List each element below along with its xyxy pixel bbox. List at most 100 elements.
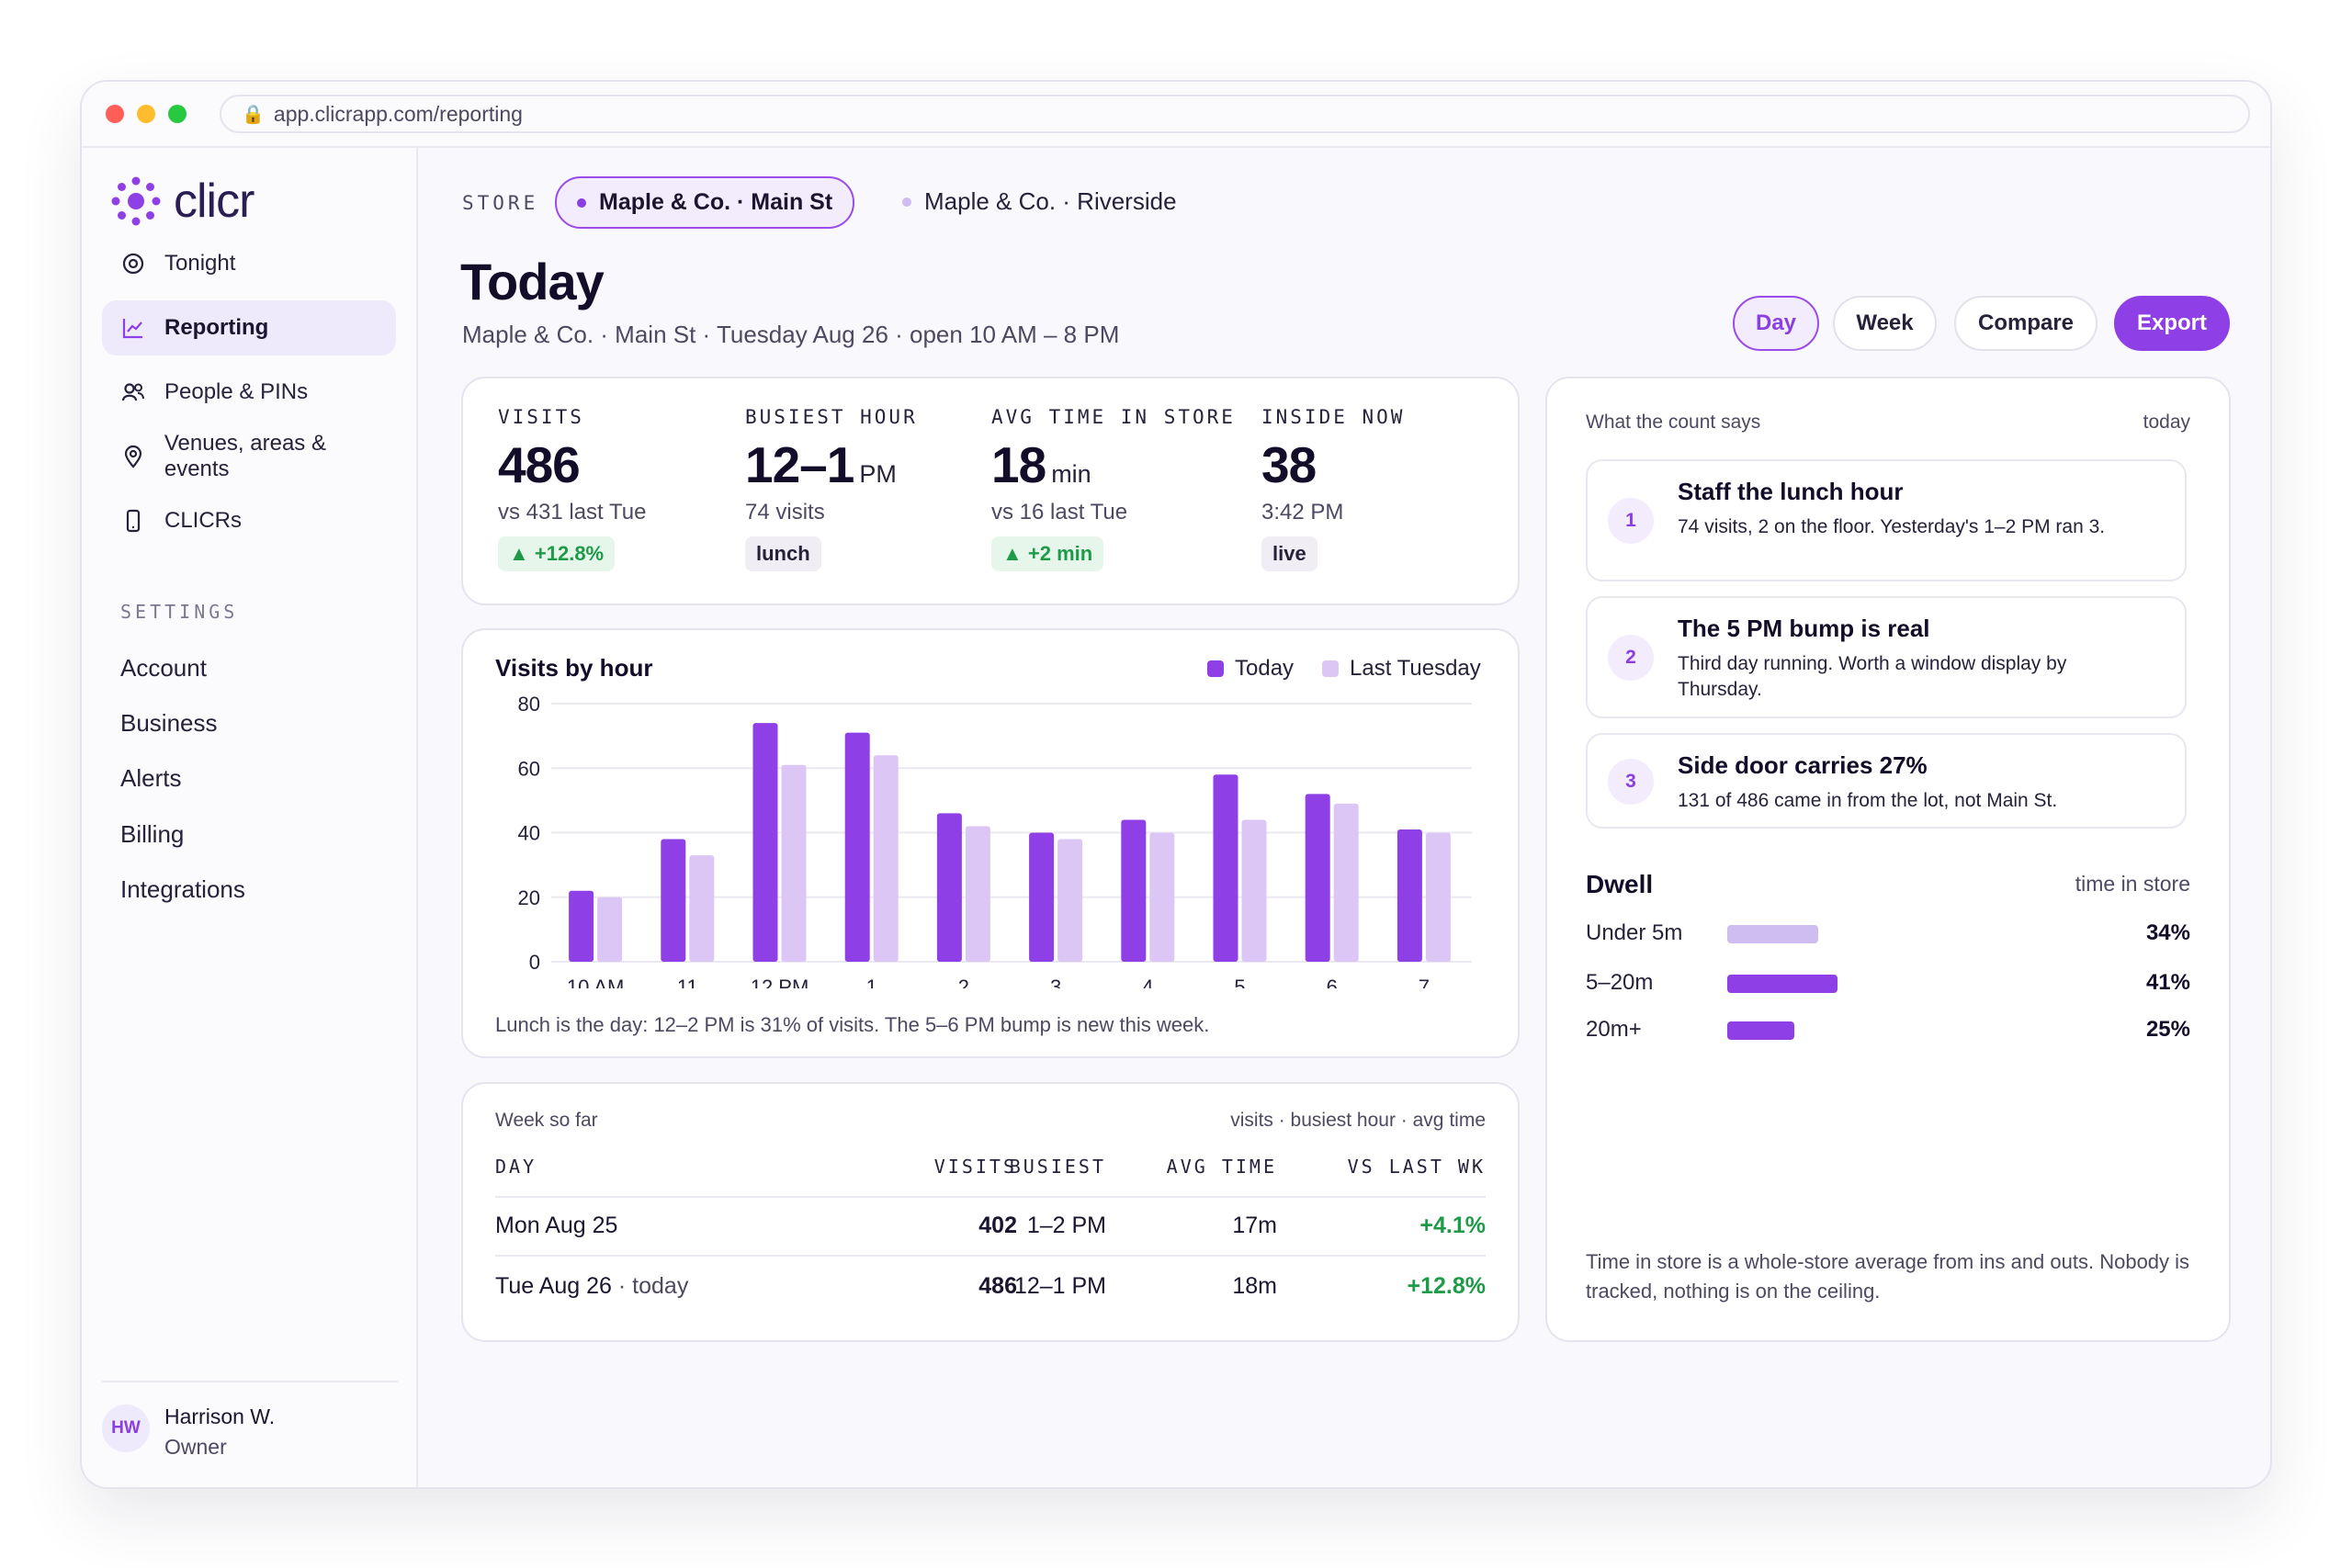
- url-text: app.clicrapp.com/reporting: [273, 101, 523, 126]
- lock-icon: 🔒: [242, 104, 265, 125]
- chart-footnote: Lunch is the day: 12–2 PM is 31% of visi…: [495, 1013, 1210, 1036]
- table-subtitle: visits · busiest hour · avg time: [1230, 1110, 1486, 1131]
- column-header-visits: VISITS: [933, 1156, 1017, 1178]
- stat-badge: live: [1261, 536, 1317, 571]
- y-tick-label: 0: [529, 951, 540, 974]
- stat-comparison: 3:42 PM: [1261, 500, 1344, 525]
- bar-last-tuesday: [965, 826, 990, 962]
- insights-panel: What the count says today 1 Staff the lu…: [1545, 377, 2231, 1342]
- y-tick-label: 20: [518, 886, 540, 909]
- period-day-button[interactable]: Day: [1733, 296, 1819, 351]
- brand-logo[interactable]: clicr: [109, 174, 254, 229]
- address-bar[interactable]: 🔒 app.clicrapp.com/reporting: [220, 95, 2250, 133]
- bar-today: [844, 732, 870, 962]
- cell-avg-time: 18m: [1232, 1273, 1277, 1299]
- bar-last-tuesday: [1149, 832, 1175, 962]
- sidebar-item-venues[interactable]: Venues, areas & events: [102, 429, 396, 484]
- insights-period: today: [2143, 412, 2190, 433]
- x-tick-label: 4: [1142, 976, 1153, 988]
- dwell-label: 5–20m: [1586, 970, 1654, 995]
- stat-comparison: 74 visits: [745, 500, 825, 525]
- clicr-logo-icon: [111, 176, 161, 226]
- week-table-card: Week so far visits · busiest hour · avg …: [461, 1082, 1520, 1342]
- stat-value: 38: [1261, 436, 1317, 493]
- dwell-bar-track: [1727, 975, 1957, 993]
- bar-last-tuesday: [1241, 819, 1267, 962]
- settings-item-business[interactable]: Business: [120, 709, 218, 737]
- sidebar-item-clicrs[interactable]: CLICRs: [102, 493, 396, 548]
- column-header-busiest: BUSIEST: [1009, 1156, 1106, 1178]
- visits-chart-card: Visits by hour Today Last Tuesday 0 20 40 6…: [461, 628, 1520, 1058]
- insight-title: Side door carries 27%: [1678, 751, 1928, 779]
- x-tick-label: 10 AM: [567, 976, 624, 988]
- device-icon: [120, 508, 146, 534]
- store-option-main-st[interactable]: Maple & Co. · Main St: [555, 176, 855, 229]
- column-header-vs-last-week: VS LAST WK: [1347, 1156, 1486, 1178]
- dwell-label: Under 5m: [1586, 920, 1683, 945]
- x-tick-label: 3: [1050, 976, 1061, 988]
- x-tick-label: 6: [1327, 976, 1338, 988]
- store-label: STORE: [462, 192, 539, 214]
- cell-busiest: 12–1 PM: [1013, 1273, 1106, 1299]
- insight-title: Staff the lunch hour: [1678, 478, 1904, 505]
- browser-titlebar: 🔒 app.clicrapp.com/reporting: [82, 82, 2270, 148]
- settings-item-alerts[interactable]: Alerts: [120, 764, 182, 792]
- stats-card: VISITS 486 vs 431 last Tue ▲ +12.8% BUSI…: [461, 377, 1520, 605]
- period-compare-button[interactable]: Compare: [1954, 296, 2098, 351]
- table-title: Week so far: [495, 1110, 598, 1131]
- insight-card[interactable]: 2 The 5 PM bump is real Third day runnin…: [1586, 596, 2187, 718]
- stat-comparison: vs 16 last Tue: [991, 500, 1128, 525]
- sidebar-item-tonight[interactable]: Tonight: [102, 236, 396, 291]
- insight-card[interactable]: 1 Staff the lunch hour 74 visits, 2 on t…: [1586, 459, 2187, 581]
- people-icon: [120, 379, 146, 405]
- stat-badge: ▲ +2 min: [991, 536, 1104, 571]
- sidebar-item-reporting[interactable]: Reporting: [102, 300, 396, 355]
- dwell-value: 25%: [2145, 1017, 2190, 1042]
- dwell-footnote: Time in store is a whole-store average f…: [1586, 1250, 2190, 1303]
- store-option-label: Maple & Co. · Main St: [599, 189, 833, 215]
- table-divider: [495, 1255, 1486, 1257]
- stat-comparison: vs 431 last Tue: [498, 500, 647, 525]
- bar-last-tuesday: [597, 897, 623, 962]
- stat-badge: ▲ +12.8%: [498, 536, 616, 571]
- settings-item-billing[interactable]: Billing: [120, 820, 185, 848]
- chart-line-icon: [120, 315, 146, 341]
- dwell-bar-fill: [1727, 1021, 1794, 1040]
- x-tick-label: 11: [677, 976, 698, 988]
- insights-title: What the count says: [1586, 412, 1761, 433]
- legend-swatch: [1207, 660, 1224, 677]
- bar-last-tuesday: [689, 855, 715, 962]
- maximize-window-button[interactable]: [168, 105, 187, 123]
- insight-number: 2: [1608, 635, 1654, 681]
- bar-today: [1121, 819, 1147, 962]
- map-pin-icon: [120, 444, 146, 469]
- table-divider: [495, 1196, 1486, 1198]
- x-tick-label: 7: [1419, 976, 1430, 988]
- insight-text: 74 visits, 2 on the floor. Yesterday's 1…: [1678, 516, 2106, 537]
- minimize-window-button[interactable]: [137, 105, 155, 123]
- close-window-button[interactable]: [106, 105, 124, 123]
- stat-label: INSIDE NOW: [1261, 406, 1406, 428]
- app-window: 🔒 app.clicrapp.com/reporting clicr: [80, 80, 2272, 1489]
- sidebar-item-people[interactable]: People & PINs: [102, 365, 396, 420]
- user-name: Harrison W.: [164, 1404, 276, 1428]
- store-option-riverside[interactable]: Maple & Co. · Riverside: [902, 187, 1177, 216]
- sidebar-item-label: People & PINs: [164, 379, 309, 404]
- legend-label: Last Tuesday: [1350, 656, 1481, 681]
- settings-item-integrations[interactable]: Integrations: [120, 875, 245, 903]
- bar-last-tuesday: [781, 764, 807, 962]
- y-tick-label: 80: [518, 693, 540, 716]
- stat-value: 486: [498, 436, 581, 493]
- period-week-button[interactable]: Week: [1833, 296, 1937, 351]
- legend-label: Today: [1235, 656, 1295, 681]
- dwell-value: 41%: [2145, 970, 2190, 995]
- settings-item-account[interactable]: Account: [120, 654, 207, 682]
- cell-visits: 402: [978, 1213, 1017, 1238]
- bar-today: [1213, 774, 1238, 962]
- x-tick-label: 5: [1234, 976, 1245, 988]
- export-button[interactable]: Export: [2114, 296, 2230, 351]
- user-role: Owner: [164, 1435, 227, 1459]
- avatar[interactable]: HW: [102, 1404, 150, 1452]
- y-tick-label: 40: [518, 822, 540, 845]
- insight-card[interactable]: 3 Side door carries 27% 131 of 486 came …: [1586, 733, 2187, 829]
